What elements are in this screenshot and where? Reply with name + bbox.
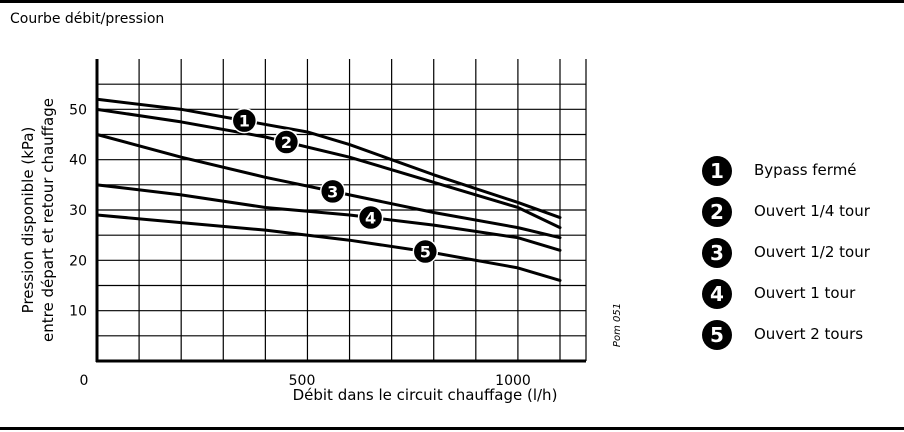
series-line-4 bbox=[95, 183, 562, 252]
legend-badge-1: 1 bbox=[702, 156, 732, 186]
series-line-3 bbox=[95, 133, 562, 240]
series-line-1 bbox=[95, 97, 562, 220]
series-line-5 bbox=[95, 213, 562, 282]
page-title: Courbe débit/pression bbox=[10, 11, 165, 27]
legend-item: 5 Ouvert 2 tours bbox=[702, 320, 902, 350]
y-tick-label: 20 bbox=[69, 253, 87, 269]
legend-badge-3: 3 bbox=[702, 238, 732, 268]
y-tick-label: 30 bbox=[69, 203, 87, 219]
curve-badge-number-1: 1 bbox=[239, 112, 250, 131]
legend-badge-4: 4 bbox=[702, 279, 732, 309]
y-tick-label: 50 bbox=[69, 102, 87, 118]
series-line-2 bbox=[95, 107, 562, 230]
y-tick-label: 40 bbox=[69, 153, 87, 169]
curve-badge-number-3: 3 bbox=[327, 182, 338, 201]
curve-badge-2 bbox=[273, 129, 300, 155]
curve-badge-4 bbox=[357, 204, 384, 231]
legend-item: 4 Ouvert 1 tour bbox=[702, 279, 902, 309]
curve-badge-number-2: 2 bbox=[281, 133, 292, 152]
figure-reference: Pom 051 bbox=[612, 303, 623, 347]
grid bbox=[97, 59, 587, 361]
curve-badges: 1 2 3 4 5 bbox=[231, 107, 439, 265]
bottom-rule bbox=[0, 427, 904, 430]
series-lines bbox=[95, 97, 562, 282]
curve-badge-1 bbox=[231, 107, 258, 134]
x-tick-label: 0 bbox=[80, 373, 89, 389]
legend-badge-2: 2 bbox=[702, 197, 732, 227]
legend-item: 2 Ouvert 1/4 tour bbox=[702, 197, 902, 227]
top-rule bbox=[0, 0, 904, 3]
curve-badge-number-4: 4 bbox=[365, 209, 376, 228]
legend-label: Ouvert 1/4 tour bbox=[754, 202, 870, 220]
legend-badge-5: 5 bbox=[702, 320, 732, 350]
legend-label: Ouvert 2 tours bbox=[754, 325, 864, 343]
y-tick-label: 10 bbox=[69, 304, 87, 320]
legend-label: Ouvert 1 tour bbox=[754, 284, 856, 302]
legend-item: 1 Bypass fermé bbox=[702, 156, 902, 186]
legend-label: Ouvert 1/2 tour bbox=[754, 243, 870, 261]
curve-badge-number-5: 5 bbox=[420, 243, 431, 262]
y-axis-label-line-1: Pression disponible (kPa) bbox=[19, 127, 37, 314]
x-axis-label: Débit dans le circuit chauffage (l/h) bbox=[293, 386, 558, 404]
x-tick-label: 1000 bbox=[495, 373, 531, 389]
curve-badge-5 bbox=[412, 238, 439, 265]
legend-item: 3 Ouvert 1/2 tour bbox=[702, 238, 902, 268]
x-tick-label: 500 bbox=[289, 373, 316, 389]
curve-badge-3 bbox=[319, 178, 346, 205]
legend-label: Bypass fermé bbox=[754, 161, 857, 179]
y-axis-label-line-2: entre départ et retour chauffage bbox=[39, 98, 57, 342]
